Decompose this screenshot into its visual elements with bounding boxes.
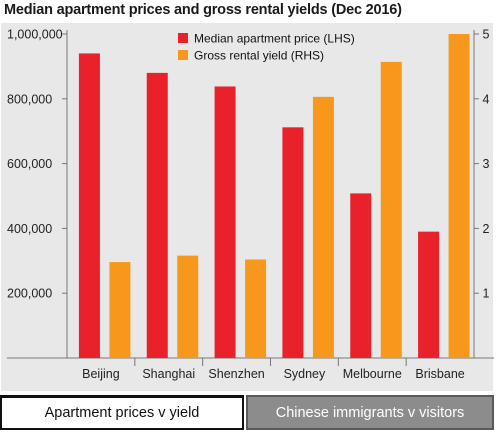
x-tick-label: Beijing [82, 367, 120, 381]
y-right-tick-label: 2 [483, 222, 490, 236]
y-right-tick-label: 5 [483, 28, 490, 42]
legend-swatch [178, 50, 188, 60]
legend: Median apartment price (LHS) Gross rental… [178, 32, 355, 63]
bar-median-price [282, 127, 304, 358]
tab-bar: Apartment prices v yield Chinese immigra… [0, 392, 499, 435]
bar-median-price [350, 193, 372, 358]
y-left-tick-label: 200,000 [7, 287, 52, 301]
bar-rental-yield [448, 34, 470, 358]
y-left-tick-label: 800,000 [7, 92, 52, 106]
bar-rental-yield [380, 61, 402, 358]
y-right-tick-label: 1 [483, 287, 490, 301]
y-right-tick-label: 4 [483, 92, 490, 106]
legend-label: Gross rental yield (RHS) [194, 49, 324, 63]
tab-apartment-prices[interactable]: Apartment prices v yield [0, 395, 244, 430]
x-tick-label: Melbourne [343, 367, 402, 381]
chart-title: Median apartment prices and gross rental… [4, 2, 402, 18]
axes: 200,000 400,000 600,000 800,000 1,000,000 1 2 3… [7, 28, 494, 366]
legend-label: Median apartment price (LHS) [194, 32, 355, 46]
bar-rental-yield [312, 96, 334, 358]
x-tick-label: Shanghai [142, 367, 195, 381]
bar-chart: 200,000 400,000 600,000 800,000 1,000,000 1 2 3… [1, 23, 494, 391]
y-right-tick-label: 3 [483, 157, 490, 171]
bar-rental-yield [245, 259, 267, 358]
bar-median-price [146, 72, 168, 358]
bar-rental-yield [109, 262, 131, 358]
x-tick-label: Shenzhen [208, 367, 264, 381]
y-left-tick-label: 400,000 [7, 222, 52, 236]
bar-rental-yield [177, 255, 199, 358]
y-left-tick-label: 600,000 [7, 157, 52, 171]
x-tick-labels: Beijing Shanghai Shenzhen Sydney Melbourne Br… [82, 367, 465, 381]
x-tick-label: Brisbane [415, 367, 464, 381]
x-tick-label: Sydney [284, 367, 326, 381]
legend-swatch [178, 33, 188, 43]
bar-median-price [78, 53, 100, 358]
tab-chinese-immigrants[interactable]: Chinese immigrants v visitors [246, 395, 494, 430]
bar-median-price [214, 86, 236, 358]
bars [78, 34, 470, 358]
y-left-tick-label: 1,000,000 [7, 28, 63, 42]
bar-median-price [418, 231, 440, 358]
